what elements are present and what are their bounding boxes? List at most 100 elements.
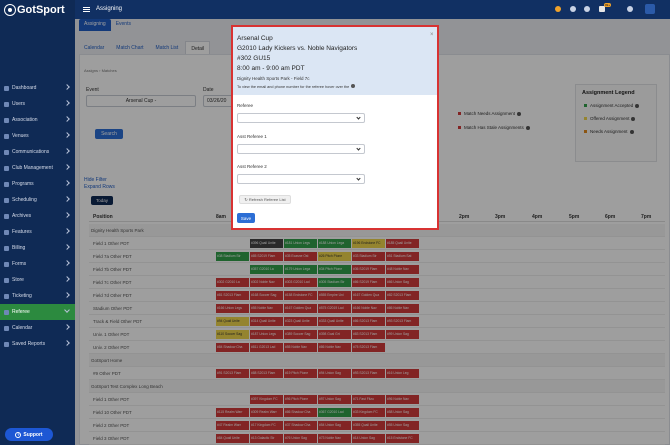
match-cell[interactable]: #166 Union Legs xyxy=(216,304,249,313)
match-cell[interactable]: #167 Golden Qua xyxy=(284,304,317,313)
match-cell[interactable]: #19 Pitch Pione xyxy=(284,369,317,378)
match-cell[interactable]: #86 Noble Nav xyxy=(386,304,419,313)
match-cell[interactable]: #26 Pitch Pione xyxy=(318,252,351,261)
match-cell[interactable]: #85 S2019 Flam xyxy=(250,252,283,261)
match-cell[interactable]: #196 Endstone FC xyxy=(352,239,385,248)
sidebar-item-saved-reports[interactable]: Saved Reports xyxy=(0,336,75,352)
match-cell[interactable]: #16 Union Leg xyxy=(386,369,419,378)
match-cell[interactable]: #13 Galactic Str xyxy=(250,434,283,443)
match-cell[interactable]: #158 Endstone FC xyxy=(284,291,317,300)
match-cell[interactable]: #389 Soccer Sag xyxy=(284,330,317,339)
tab-assigning[interactable]: Assigning xyxy=(79,19,111,31)
match-cell[interactable]: #34 Pitch Pione xyxy=(318,265,351,274)
sidebar-item-features[interactable]: Features xyxy=(0,224,75,240)
search-button[interactable]: Search xyxy=(95,129,123,139)
sidebar-item-ticketing[interactable]: Ticketing xyxy=(0,288,75,304)
info-icon[interactable] xyxy=(635,103,640,108)
sidebar-item-forms[interactable]: Forms xyxy=(0,256,75,272)
help-icon[interactable] xyxy=(555,6,561,12)
match-cell[interactable]: #302 Noble Nav xyxy=(250,278,283,287)
sidebar-item-billing[interactable]: Billing xyxy=(0,240,75,256)
user-avatar[interactable] xyxy=(645,4,655,14)
match-cell[interactable]: #323 Quail Unite xyxy=(284,317,317,326)
match-cell[interactable]: #81 S2013 Flam xyxy=(216,291,249,300)
support-button[interactable]: ? Support xyxy=(5,428,53,441)
match-cell[interactable]: #33 Stadium Str xyxy=(352,252,385,261)
match-cell[interactable]: #55 Noble Nav xyxy=(250,304,283,313)
match-cell[interactable]: #91 S2013 Flam xyxy=(216,369,249,378)
match-cell[interactable]: #86 Noble Nav xyxy=(318,343,351,352)
match-cell[interactable]: #84 Shadow Cha xyxy=(216,343,249,352)
sidebar-item-calendar[interactable]: Calendar xyxy=(0,320,75,336)
match-cell[interactable]: #93 S2013 Flam xyxy=(386,317,419,326)
match-cell[interactable]: #181 Union Legs xyxy=(284,239,317,248)
tab-detail[interactable]: Detail xyxy=(185,41,211,56)
expand-rows-link[interactable]: Expand Rows xyxy=(84,184,115,190)
match-cell[interactable]: #71 Fast Fitzu xyxy=(352,395,385,404)
match-cell[interactable]: #309 Realm Warr xyxy=(250,408,283,417)
match-cell[interactable]: #185 Quail Unite xyxy=(386,239,419,248)
match-cell[interactable]: #48 Noble Nav xyxy=(386,265,419,274)
match-cell[interactable]: #188 Union Lega xyxy=(318,239,351,248)
match-cell[interactable]: #76 Union Sag xyxy=(284,434,317,443)
match-cell[interactable]: #110 Soccer Sag xyxy=(216,330,249,339)
sidebar-item-communications[interactable]: Communications xyxy=(0,144,75,160)
match-cell[interactable]: #397 Kingdom FC xyxy=(250,395,283,404)
match-cell[interactable]: #305 Stadium Str xyxy=(318,278,351,287)
match-cell[interactable]: #86 S2019 Flam xyxy=(352,278,385,287)
referee-select[interactable] xyxy=(237,113,365,123)
sidebar-item-programs[interactable]: Programs xyxy=(0,176,75,192)
date-input[interactable]: 03/26/20 xyxy=(203,95,235,107)
match-cell[interactable]: #73 Noble Nav xyxy=(318,434,351,443)
sidebar-item-venues[interactable]: Venues xyxy=(0,128,75,144)
refresh-referee-list-button[interactable]: ↻ Refresh Referee List xyxy=(239,195,291,204)
asst-referee-1-select[interactable] xyxy=(237,144,365,154)
match-cell[interactable]: #302 G2010 La xyxy=(216,278,249,287)
match-cell[interactable]: #33 Kingdom FC xyxy=(352,408,385,417)
match-cell[interactable]: #86 Shadow Cha xyxy=(284,408,317,417)
match-cell[interactable]: #99 Union Sag xyxy=(386,330,419,339)
match-cell[interactable]: #97 Union Sag xyxy=(318,395,351,404)
match-cell[interactable]: #166 Noble Nav xyxy=(352,304,385,313)
info-icon[interactable] xyxy=(629,129,634,134)
match-cell[interactable]: #367 G2010 Lad xyxy=(318,408,351,417)
info-icon[interactable] xyxy=(517,111,522,116)
match-cell[interactable]: #54 Union Sag xyxy=(318,421,351,430)
match-cell[interactable]: #14 Union Sag xyxy=(352,434,385,443)
breadcrumb-assigns[interactable]: Assigns xyxy=(84,68,99,73)
match-cell[interactable]: #398 Goal Grt xyxy=(318,330,351,339)
match-cell[interactable]: #811 G2013 Lad xyxy=(250,343,283,352)
tab-calendar[interactable]: Calendar xyxy=(84,45,105,51)
today-button[interactable]: Today xyxy=(91,196,113,205)
hamburger-menu-icon[interactable] xyxy=(83,7,90,12)
sidebar-item-club-management[interactable]: Club Management xyxy=(0,160,75,176)
sidebar-item-archives[interactable]: Archives xyxy=(0,208,75,224)
match-cell[interactable]: #555 Empire Uni xyxy=(318,291,351,300)
match-cell[interactable]: #94 Quail Unite xyxy=(216,317,249,326)
match-cell[interactable]: #55 Union Sag xyxy=(386,421,419,430)
match-cell[interactable]: #15 Endstone FC xyxy=(386,434,419,443)
match-cell[interactable]: #96 Pitch Pione xyxy=(284,395,317,404)
breadcrumb-matches[interactable]: Matches xyxy=(101,68,117,73)
settings-icon[interactable] xyxy=(570,6,576,12)
hide-filter-link[interactable]: Hide Filter xyxy=(84,177,107,183)
sidebar-item-dashboard[interactable]: Dashboard xyxy=(0,80,75,96)
match-cell[interactable]: #17 Kingdom FC xyxy=(250,421,283,430)
sidebar-item-association[interactable]: Association xyxy=(0,112,75,128)
match-cell[interactable]: #333 Quail Unite xyxy=(318,317,351,326)
event-select[interactable]: Arsenal Cup - xyxy=(86,95,196,107)
sidebar-item-store[interactable]: Store xyxy=(0,272,75,288)
info-icon[interactable] xyxy=(631,116,636,121)
match-cell[interactable]: #51 Stadium Sat xyxy=(386,252,419,261)
match-cell[interactable]: #179 Union Lega xyxy=(284,265,317,274)
match-cell[interactable]: #75 S2013 Flam xyxy=(352,343,385,352)
match-cell[interactable]: #38 Stadium Str xyxy=(216,252,249,261)
match-cell[interactable]: #357 G2010 La xyxy=(250,265,283,274)
match-cell[interactable]: #355 Quail Unite xyxy=(352,421,385,430)
match-cell[interactable]: #167 Golden Qua xyxy=(352,291,385,300)
sidebar-item-referee[interactable]: Referee xyxy=(0,304,75,320)
match-cell[interactable]: #94 Union Sag xyxy=(318,369,351,378)
match-cell[interactable]: #82 S2013 Flam xyxy=(386,291,419,300)
match-cell[interactable]: #96 Noble Nav xyxy=(386,395,419,404)
asst-referee-2-select[interactable] xyxy=(237,174,365,184)
